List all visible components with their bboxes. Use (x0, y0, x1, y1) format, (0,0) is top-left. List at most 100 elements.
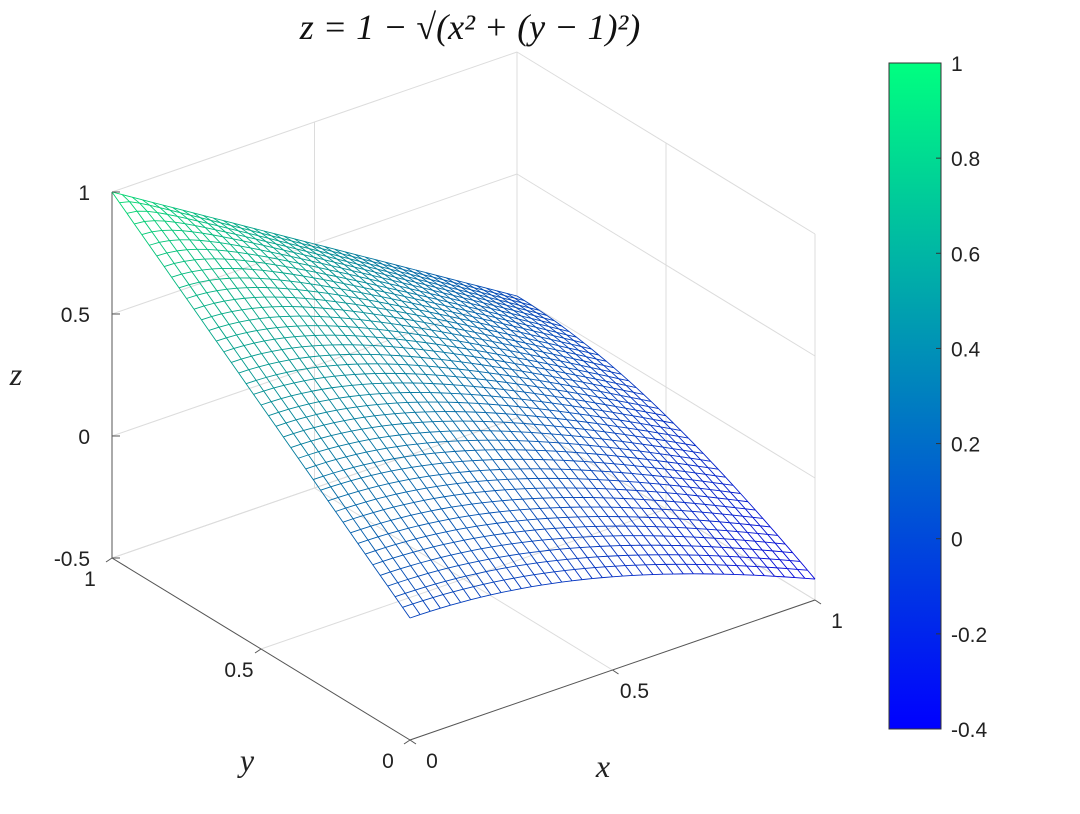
mesh-segment (374, 289, 385, 293)
mesh-segment (458, 289, 469, 293)
mesh-segment (597, 556, 606, 568)
mesh-segment (694, 502, 705, 505)
mesh-segment (225, 231, 236, 235)
mesh-segment (767, 566, 778, 569)
mesh-segment (348, 443, 357, 455)
mesh-segment (433, 324, 443, 333)
mesh-segment (323, 259, 332, 267)
mesh-segment (501, 545, 510, 556)
mesh-segment (162, 204, 171, 211)
mesh-segment (679, 456, 689, 466)
mesh-segment (540, 336, 549, 344)
mesh-segment (528, 440, 537, 451)
mesh-segment (252, 242, 261, 251)
mesh-segment (472, 316, 481, 324)
mesh-segment (275, 422, 287, 427)
mesh-segment (362, 515, 372, 527)
mesh-segment (633, 498, 645, 500)
mesh-segment (489, 325, 498, 333)
mesh-segment (457, 322, 468, 326)
mesh-segment (512, 345, 521, 353)
mesh-segment (316, 414, 325, 426)
mesh-segment (199, 239, 211, 242)
mesh-segment (345, 302, 357, 305)
mesh-segment (695, 472, 706, 475)
mesh-segment (246, 287, 256, 298)
mesh-segment (652, 474, 663, 477)
mesh-segment (494, 359, 503, 369)
mesh-segment (293, 252, 302, 260)
mesh-segment (365, 335, 376, 338)
mesh-segment (549, 409, 560, 412)
mesh-segment (294, 297, 303, 308)
mesh-segment (380, 519, 392, 524)
mesh-segment (430, 357, 442, 360)
mesh-segment (366, 404, 378, 407)
mesh-segment (213, 217, 224, 222)
mesh-segment (483, 302, 492, 309)
mesh-segment (428, 520, 439, 524)
mesh-segment (450, 360, 460, 370)
mesh-segment (303, 254, 312, 262)
mesh-segment (762, 518, 771, 528)
mesh-segment (551, 402, 563, 405)
mesh-segment (498, 313, 509, 318)
mesh-segment (596, 453, 605, 464)
mesh-segment (320, 316, 331, 318)
mesh-segment (470, 303, 479, 310)
mesh-segment (402, 422, 413, 425)
mesh-segment (491, 501, 500, 513)
mesh-segment (501, 396, 512, 399)
mesh-segment (401, 300, 410, 309)
mesh-segment (600, 391, 611, 394)
mesh-segment (369, 278, 378, 286)
mesh-segment (533, 330, 542, 338)
mesh-segment (610, 392, 621, 396)
mesh-segment (133, 223, 143, 235)
mesh-segment (704, 537, 715, 539)
mesh-segment (506, 413, 517, 416)
mesh-segment (553, 320, 562, 327)
mesh-segment (377, 329, 387, 339)
mesh-segment (614, 432, 625, 436)
mesh-segment (322, 307, 331, 318)
mesh-segment (518, 318, 529, 322)
mesh-segment (417, 442, 428, 445)
mesh-segment (417, 401, 426, 413)
mesh-segment (674, 469, 686, 473)
mesh-segment (688, 554, 697, 565)
mesh-segment (577, 369, 586, 378)
mesh-segment (152, 201, 163, 206)
mesh-segment (351, 385, 360, 396)
mesh-segment (425, 284, 436, 288)
mesh-segment (373, 462, 382, 474)
mesh-segment (361, 292, 372, 296)
mesh-segment (203, 305, 212, 317)
mesh-segment (250, 247, 259, 256)
z-tick-label: 1 (78, 182, 90, 205)
mesh-segment (451, 461, 461, 473)
mesh-segment (695, 564, 704, 575)
mesh-segment (423, 349, 432, 359)
mesh-segment (421, 327, 432, 331)
mesh-segment (540, 432, 550, 443)
mesh-segment (593, 362, 604, 366)
mesh-segment (564, 426, 575, 429)
mesh-segment (532, 539, 543, 542)
mesh-segment (566, 559, 576, 570)
mesh-segment (632, 442, 643, 445)
mesh-segment (563, 337, 575, 342)
mesh-segment (427, 281, 439, 285)
mesh-segment (216, 290, 225, 302)
mesh-segment (521, 542, 530, 553)
mesh-segment (142, 199, 151, 206)
mesh-segment (559, 507, 569, 518)
mesh-segment (251, 308, 260, 319)
mesh-segment (432, 383, 441, 394)
mesh-segment (294, 238, 305, 242)
mesh-segment (348, 441, 360, 445)
mesh-segment (460, 599, 471, 603)
mesh-segment (580, 506, 589, 518)
mesh-segment (669, 484, 678, 495)
mesh-segment (240, 245, 249, 255)
